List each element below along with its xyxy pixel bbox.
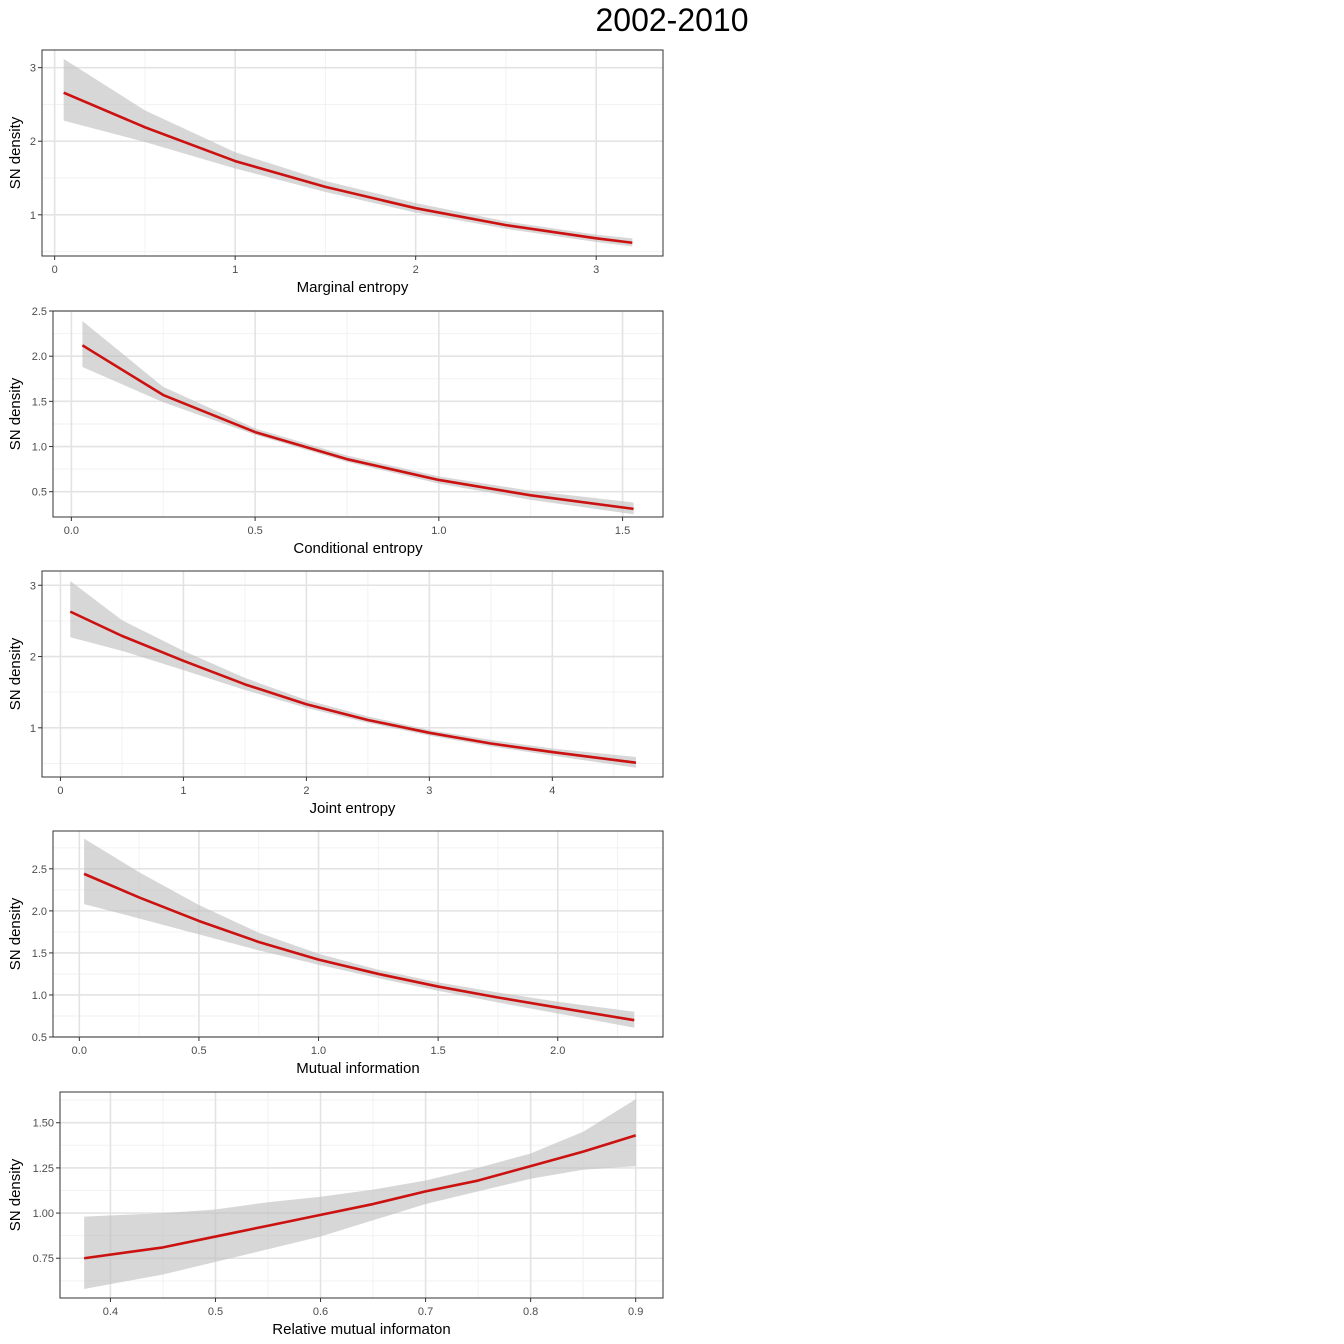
y-tick-label: 2 [30,652,36,664]
panel-background [42,50,663,256]
chart-panel-4: 0.0 0.5 1.0 1.5 2.0 0.5 1.0 1.5 2.0 2.5 Mutual inf… [7,830,664,1077]
y-tick-label: 0.5 [32,1032,47,1044]
y-tick-label: 0.5 [32,487,47,499]
y-axis-title: SN density [7,637,24,710]
x-tick-label: 0 [52,264,58,276]
chart-panel-3: 0 1 2 3 4 1 2 3 Joint entropy SN density [7,570,664,817]
y-tick-label: 2.5 [32,306,47,318]
x-axis-title: Relative mutual informaton [272,1321,450,1338]
x-tick-label: 0.4 [103,1306,118,1318]
fit-line [83,1134,637,1260]
y-tick-label: 0.75 [33,1253,54,1265]
x-axis-title: Marginal entropy [297,279,409,296]
x-tick-label: 3 [426,785,432,797]
x-tick-label: 0.0 [72,1045,87,1057]
x-tick-label: 2.0 [550,1045,565,1057]
x-axis-title: Joint entropy [310,800,396,817]
panel-border [41,570,664,778]
y-tick-label: 1.25 [33,1163,54,1175]
y-tick-label: 1.5 [32,948,47,960]
x-tick-label: 0.5 [191,1045,206,1057]
panel-border [52,310,664,518]
confidence-band [84,1099,636,1289]
y-tick-label: 1.50 [33,1118,54,1130]
confidence-band [84,838,635,1028]
y-tick-label: 3 [30,580,36,592]
panel-border [52,830,664,1038]
y-axis-title: SN density [7,116,24,189]
y-tick-label: 2.0 [32,906,47,918]
x-tick-label: 0.6 [313,1306,328,1318]
y-tick-label: 1.0 [32,990,47,1002]
x-tick-label: 0 [57,785,63,797]
x-tick-label: 1 [180,785,186,797]
panel-border [41,49,664,257]
x-tick-label: 1.0 [431,525,446,537]
x-tick-label: 0.5 [208,1306,223,1318]
y-tick-label: 1.00 [33,1208,54,1220]
y-tick-label: 2 [30,136,36,148]
fit-line [83,872,635,1022]
y-tick-label: 1 [30,723,36,735]
y-axis-title: SN density [7,1158,24,1231]
y-tick-label: 1.5 [32,396,47,408]
x-axis-title: Conditional entropy [293,540,423,557]
fit-line [69,610,637,765]
chart-panel-1: 0 1 2 3 1 2 3 Marginal entropy SN density [7,49,664,296]
x-tick-label: 1.5 [430,1045,445,1057]
x-tick-label: 1.5 [615,525,630,537]
x-tick-label: 0.5 [247,525,262,537]
x-tick-label: 2 [303,785,309,797]
x-axis-title: Mutual information [296,1060,419,1077]
y-tick-label: 2.0 [32,351,47,363]
y-tick-label: 2.5 [32,864,47,876]
x-tick-label: 0.0 [64,525,79,537]
fit-line [63,91,633,245]
x-tick-label: 0.7 [418,1306,433,1318]
y-axis-title: SN density [7,897,24,970]
x-tick-label: 0.8 [523,1306,538,1318]
fit-line [81,344,634,511]
panel-border [59,1091,664,1299]
x-tick-label: 3 [593,264,599,276]
y-axis-title: SN density [7,377,24,450]
y-tick-label: 1.0 [32,442,47,454]
x-tick-label: 2 [413,264,419,276]
panel-background [53,311,663,517]
y-tick-label: 3 [30,63,36,75]
x-tick-label: 1 [232,264,238,276]
page-title: 2002-2010 [595,2,749,38]
x-tick-label: 1.0 [311,1045,326,1057]
chart-panel-2: 0.0 0.5 1.0 1.5 0.5 1.0 1.5 2.0 2.5 Conditional e… [7,306,664,557]
x-tick-label: 0.9 [628,1306,643,1318]
y-tick-label: 1 [30,210,36,222]
x-tick-label: 4 [549,785,555,797]
panel-background [42,571,663,777]
chart-panel-5: 0.4 0.5 0.6 0.7 0.8 0.9 0.75 1.00 1.25 1.50 Relati… [7,1091,664,1338]
